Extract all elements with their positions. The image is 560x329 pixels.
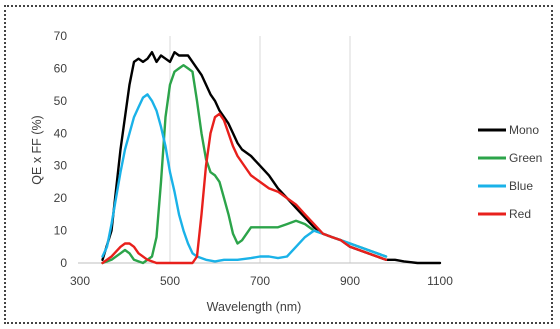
legend: Mono Green Blue Red	[478, 123, 542, 221]
x-axis-label: Wavelength (nm)	[207, 300, 302, 314]
x-tick-label: 500	[160, 274, 180, 288]
legend-label-mono: Mono	[509, 123, 539, 137]
series-lines	[101, 51, 442, 265]
x-tick-label: 1100	[427, 274, 453, 288]
y-axis-label: QE x FF (%)	[30, 115, 44, 184]
legend-label-red: Red	[509, 207, 531, 221]
legend-label-green: Green	[509, 151, 542, 165]
y-tick-label: 20	[54, 191, 68, 205]
x-tick-label: 900	[340, 274, 360, 288]
y-tick-label: 10	[54, 224, 68, 238]
y-tick-label: 60	[54, 61, 68, 75]
legend-label-blue: Blue	[509, 179, 533, 193]
series-line-mono	[101, 51, 442, 265]
series-line-red	[101, 112, 388, 265]
tick-labels: 300 500 700 900 1100 0 10 20 30 40 50 60 70	[54, 29, 454, 288]
y-tick-label: 30	[54, 159, 68, 173]
grid-lines	[78, 36, 440, 264]
y-tick-label: 70	[54, 29, 68, 43]
x-tick-label: 700	[250, 274, 270, 288]
y-tick-label: 50	[54, 94, 68, 108]
chart-frame	[4, 5, 553, 324]
y-tick-label: 0	[60, 256, 67, 270]
x-tick-label: 300	[70, 274, 90, 288]
y-tick-label: 40	[54, 126, 68, 140]
